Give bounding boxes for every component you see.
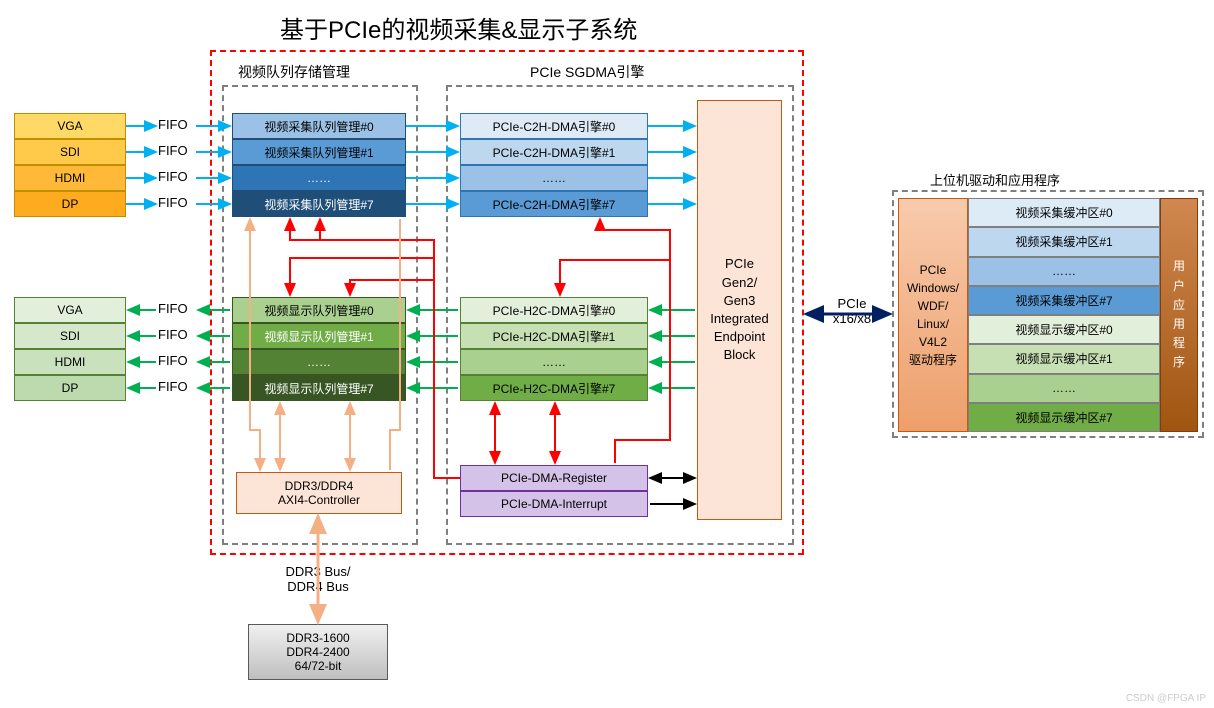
input-vga: VGA: [14, 113, 126, 139]
host-driver: PCIe Windows/ WDF/ Linux/ V4L2 驱动程序: [898, 198, 968, 432]
host-app: 用 户 应 用 程 序: [1160, 198, 1198, 432]
c2h-dma-1: PCIe-C2H-DMA引擎#1: [460, 139, 648, 165]
ddr-controller: DDR3/DDR4 AXI4-Controller: [236, 472, 402, 514]
h2c-dma-2: ……: [460, 349, 648, 375]
host-title: 上位机驱动和应用程序: [930, 170, 1060, 189]
host-buffer-2: ……: [968, 257, 1160, 286]
host-buffer-0: 视频采集缓冲区#0: [968, 198, 1160, 227]
fifo-label: FIFO: [158, 379, 188, 394]
watermark: CSDN @FPGA IP: [1126, 693, 1206, 704]
input-dp: DP: [14, 191, 126, 217]
fifo-label: FIFO: [158, 195, 188, 210]
host-buffer-3: 视频采集缓冲区#7: [968, 286, 1160, 315]
host-buffer-4: 视频显示缓冲区#0: [968, 315, 1160, 344]
host-buffer-1: 视频采集缓冲区#1: [968, 227, 1160, 256]
pcie-dma-register: PCIe-DMA-Register: [460, 465, 648, 491]
fifo-label: FIFO: [158, 301, 188, 316]
capture-queue-1: 视频采集队列管理#1: [232, 139, 406, 165]
host-buffer-5: 视频显示缓冲区#1: [968, 344, 1160, 373]
dma-engine-title: PCIe SGDMA引擎: [530, 62, 644, 82]
h2c-dma-0: PCIe-H2C-DMA引擎#0: [460, 297, 648, 323]
c2h-dma-0: PCIe-C2H-DMA引擎#0: [460, 113, 648, 139]
capture-queue-3: 视频采集队列管理#7: [232, 191, 406, 217]
output-hdmi: HDMI: [14, 349, 126, 375]
input-hdmi: HDMI: [14, 165, 126, 191]
fifo-label: FIFO: [158, 327, 188, 342]
ddr-memory: DDR3-1600 DDR4-2400 64/72-bit: [248, 624, 388, 680]
display-queue-3: 视频显示队列管理#7: [232, 375, 406, 401]
input-sdi: SDI: [14, 139, 126, 165]
display-queue-0: 视频显示队列管理#0: [232, 297, 406, 323]
c2h-dma-2: ……: [460, 165, 648, 191]
display-queue-2: ……: [232, 349, 406, 375]
fifo-label: FIFO: [158, 117, 188, 132]
host-buffer-6: ……: [968, 374, 1160, 403]
pcie-dma-interrupt: PCIe-DMA-Interrupt: [460, 491, 648, 517]
output-sdi: SDI: [14, 323, 126, 349]
display-queue-1: 视频显示队列管理#1: [232, 323, 406, 349]
h2c-dma-3: PCIe-H2C-DMA引擎#7: [460, 375, 648, 401]
capture-queue-0: 视频采集队列管理#0: [232, 113, 406, 139]
c2h-dma-3: PCIe-C2H-DMA引擎#7: [460, 191, 648, 217]
queue-mgmt-title: 视频队列存储管理: [238, 62, 350, 82]
output-dp: DP: [14, 375, 126, 401]
diagram-title: 基于PCIe的视频采集&显示子系统: [280, 10, 637, 45]
fifo-label: FIFO: [158, 169, 188, 184]
capture-queue-2: ……: [232, 165, 406, 191]
ddr-bus-label: DDR3 Bus/ DDR4 Bus: [273, 564, 363, 594]
host-buffer-7: 视频显示缓冲区#7: [968, 403, 1160, 432]
pcie-link-label: PCIe x16/x8: [822, 296, 882, 326]
fifo-label: FIFO: [158, 143, 188, 158]
pcie-endpoint-block: PCIe Gen2/ Gen3 Integrated Endpoint Bloc…: [697, 100, 782, 520]
fifo-label: FIFO: [158, 353, 188, 368]
h2c-dma-1: PCIe-H2C-DMA引擎#1: [460, 323, 648, 349]
output-vga: VGA: [14, 297, 126, 323]
